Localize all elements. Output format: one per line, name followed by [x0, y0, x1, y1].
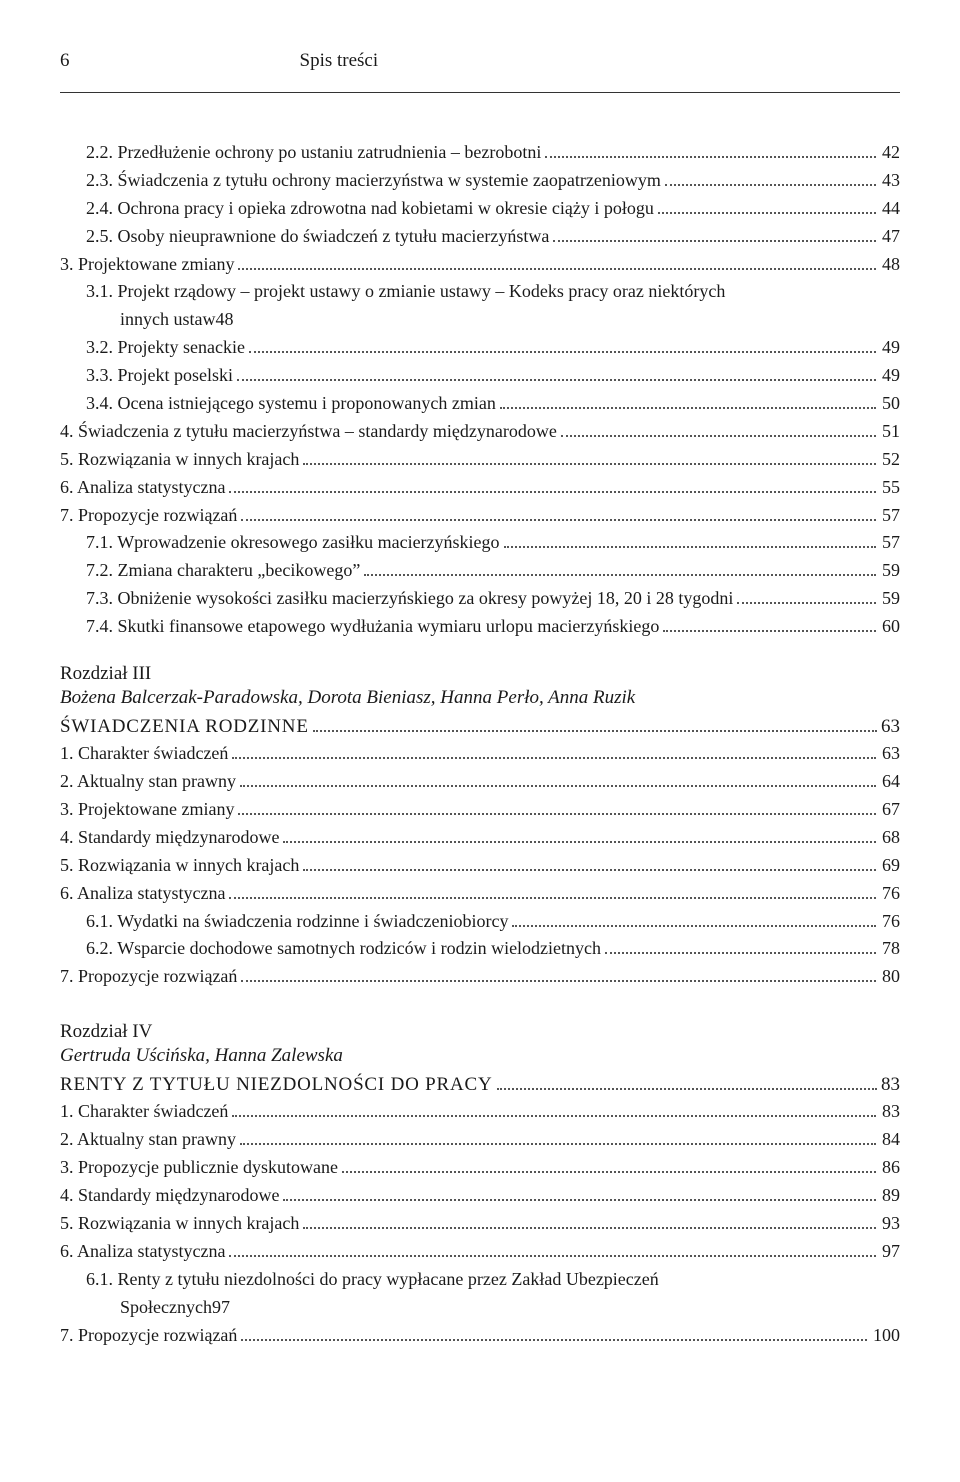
chapter-label: Rozdział III — [60, 663, 900, 685]
toc-entry: 3.4. Ocena istniejącego systemu i propon… — [86, 390, 900, 418]
toc-entry: 2. Aktualny stan prawny84 — [60, 1126, 900, 1154]
chapter-block: Rozdział IV Gertruda Uścińska, Hanna Zal… — [60, 1021, 900, 1096]
toc-entry: 7.4. Skutki finansowe etapowego wydłużan… — [86, 613, 900, 641]
toc-entry: 7.1. Wprowadzenie okresowego zasiłku mac… — [86, 529, 900, 557]
toc-entry: 6.1. Renty z tytułu niezdolności do prac… — [60, 1266, 900, 1322]
toc-entry: 6.2. Wsparcie dochodowe samotnych rodzic… — [86, 935, 900, 963]
toc-entry: 4. Standardy międzynarodowe89 — [60, 1182, 900, 1210]
toc-entry: 3. Propozycje publicznie dyskutowane86 — [60, 1154, 900, 1182]
toc-entry: 4. Standardy międzynarodowe68 — [60, 824, 900, 852]
toc-entry: 7. Propozycje rozwiązań100 — [60, 1322, 900, 1350]
toc-entry: 7.2. Zmiana charakteru „becikowego”59 — [86, 557, 900, 585]
toc-entry: 2.4. Ochrona pracy i opieka zdrowotna na… — [86, 195, 900, 223]
header-title: Spis treści — [300, 50, 379, 72]
chapter-title: ŚWIADCZENIA RODZINNE63 — [60, 715, 900, 738]
toc-entry: 3. Projektowane zmiany67 — [60, 796, 900, 824]
chapter-authors: Gertruda Uścińska, Hanna Zalewska — [60, 1045, 900, 1067]
running-head: 6 Spis treści — [60, 50, 900, 72]
toc-entry: 7.3. Obniżenie wysokości zasiłku macierz… — [86, 585, 900, 613]
toc-entry: 6. Analiza statystyczna76 — [60, 880, 900, 908]
toc-entry: 2. Aktualny stan prawny64 — [60, 768, 900, 796]
toc-entry: 1. Charakter świadczeń63 — [60, 740, 900, 768]
chapter-authors: Bożena Balcerzak-Paradowska, Dorota Bien… — [60, 687, 900, 709]
toc-entry: 6.1. Wydatki na świadczenia rodzinne i ś… — [86, 908, 900, 936]
toc-entry: 4. Świadczenia z tytułu macierzyństwa – … — [60, 418, 900, 446]
toc-entry: 2.5. Osoby nieuprawnione do świadczeń z … — [86, 223, 900, 251]
toc-entry: 6. Analiza statystyczna97 — [60, 1238, 900, 1266]
toc-entry: 2.2. Przedłużenie ochrony po ustaniu zat… — [86, 139, 900, 167]
toc-entry: 3. Projektowane zmiany48 — [60, 251, 900, 279]
page-number: 6 — [60, 50, 70, 72]
toc-entry: 7. Propozycje rozwiązań80 — [60, 963, 900, 991]
toc-entry: 3.1. Projekt rządowy – projekt ustawy o … — [60, 278, 900, 334]
chapter-title: RENTY Z TYTUŁU NIEZDOLNOŚCI DO PRACY83 — [60, 1073, 900, 1096]
header-rule — [60, 92, 900, 93]
toc-entry: 3.2. Projekty senackie49 — [86, 334, 900, 362]
chapter-block: Rozdział III Bożena Balcerzak-Paradowska… — [60, 663, 900, 738]
toc-entry: 5. Rozwiązania w innych krajach93 — [60, 1210, 900, 1238]
toc-entry: 2.3. Świadczenia z tytułu ochrony macier… — [86, 167, 900, 195]
toc-entry: 1. Charakter świadczeń83 — [60, 1098, 900, 1126]
toc-entry: 5. Rozwiązania w innych krajach52 — [60, 446, 900, 474]
chapter-label: Rozdział IV — [60, 1021, 900, 1043]
toc-entry: 7. Propozycje rozwiązań57 — [60, 502, 900, 530]
toc-entry: 5. Rozwiązania w innych krajach69 — [60, 852, 900, 880]
toc-entry: 3.3. Projekt poselski49 — [86, 362, 900, 390]
toc-entry: 6. Analiza statystyczna55 — [60, 474, 900, 502]
